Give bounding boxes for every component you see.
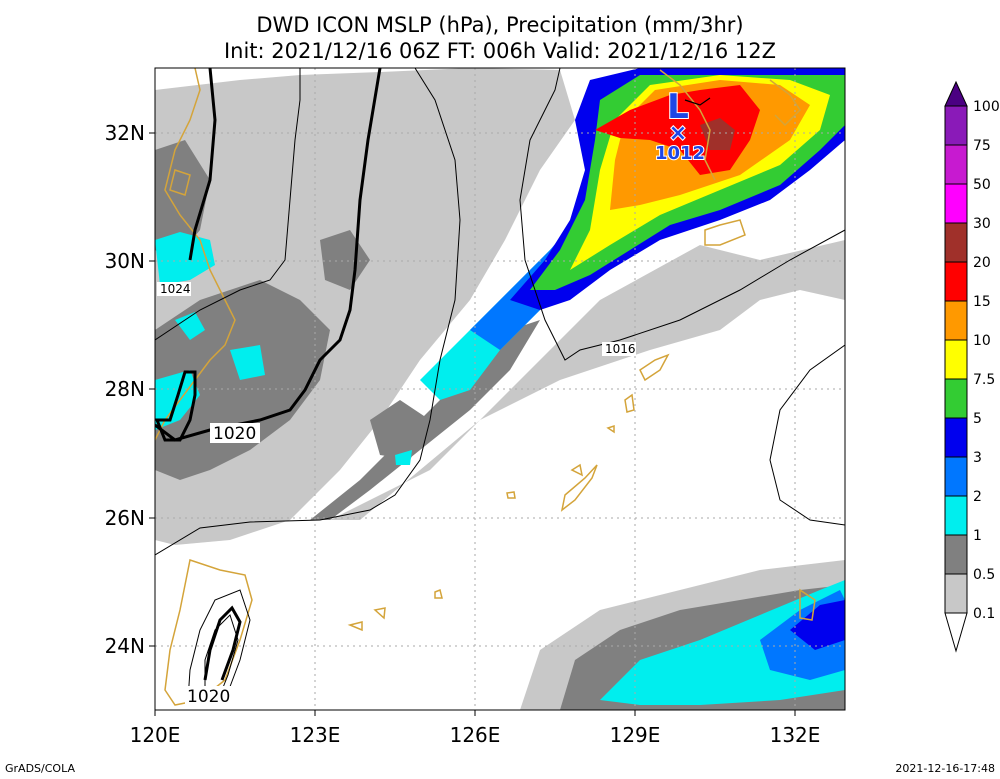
precip-colorbar: 100 75 50 30 20 15 10 7.5 5 3 2 1 0.5 0.1 [944,80,1000,653]
colorbar-label: 2 [973,489,982,505]
lat-label-30n: 30N [105,249,145,273]
footer-timestamp: 2021-12-16-17:48 [895,762,995,775]
lon-label-123e: 123E [290,723,341,747]
colorbar-swatch [944,144,968,185]
colorbar-label: 0.5 [973,567,995,583]
precip-1-areas [155,225,845,705]
colorbar-label: 20 [973,255,991,271]
colorbar-swatch [944,573,968,614]
lat-label-28n: 28N [105,377,145,401]
map-plot-area [155,68,845,710]
isobars-thin [155,68,845,701]
colorbar-swatch [944,222,968,263]
colorbar-label: 3 [973,450,982,466]
colorbar-label: 5 [973,411,982,427]
isobar-label-1020-south: 1020 [187,687,230,707]
longitude-labels: 120E 123E 126E 129E 132E [130,723,821,747]
colorbar-swatch [944,456,968,497]
colorbar-label: 0.1 [973,606,995,622]
low-pressure-center: L × 1012 [654,86,706,165]
colorbar-label: 50 [973,177,991,193]
lat-label-24n: 24N [105,634,145,658]
colorbar-label: 75 [973,138,991,154]
colorbar-swatch [944,495,968,536]
low-pressure-value: 1012 [655,143,705,164]
lon-label-132e: 132E [770,723,821,747]
lon-label-129e: 129E [610,723,661,747]
axis-ticks [149,132,796,716]
colorbar-label: 1 [973,528,982,544]
colorbar-swatch [944,534,968,575]
colorbar-bottom-arrow [944,612,968,653]
footer-credit: GrADS/COLA [5,762,75,775]
isobar-label-1024: 1024 [160,282,191,296]
isobar-label-1020-west: 1020 [213,424,256,444]
low-symbol: L [667,87,689,127]
colorbar-swatch [944,261,968,302]
colorbar-top-arrow [944,80,968,107]
isobar-label-1016: 1016 [605,342,636,356]
isobar-labels: 1024 1020 1016 1020 [157,282,636,707]
colorbar-swatch [944,417,968,458]
colorbar-label: 7.5 [973,372,995,388]
lat-lon-grid [155,68,845,710]
low-marker-icon: × [669,121,687,146]
latitude-labels: 32N 30N 28N 26N 24N [105,121,145,658]
precip-15-areas [595,85,760,175]
colorbar-swatch [944,183,968,224]
map-title-line2: Init: 2021/12/16 06Z FT: 006h Valid: 202… [224,39,776,63]
colorbar-swatch [944,378,968,419]
colorbar-label: 30 [973,216,991,232]
lat-label-32n: 32N [105,121,145,145]
colorbar-swatch [944,300,968,341]
colorbar-label: 15 [973,294,991,310]
lon-label-126e: 126E [450,723,501,747]
colorbar-swatch [944,339,968,380]
colorbar-label: 100 [973,99,1000,115]
colorbar-label: 10 [973,333,991,349]
low-contour-hint [684,97,711,106]
colorbar-swatch [944,105,968,146]
lat-label-26n: 26N [105,506,145,530]
lon-label-120e: 120E [130,723,181,747]
map-title-line1: DWD ICON MSLP (hPa), Precipitation (mm/3… [256,13,743,37]
